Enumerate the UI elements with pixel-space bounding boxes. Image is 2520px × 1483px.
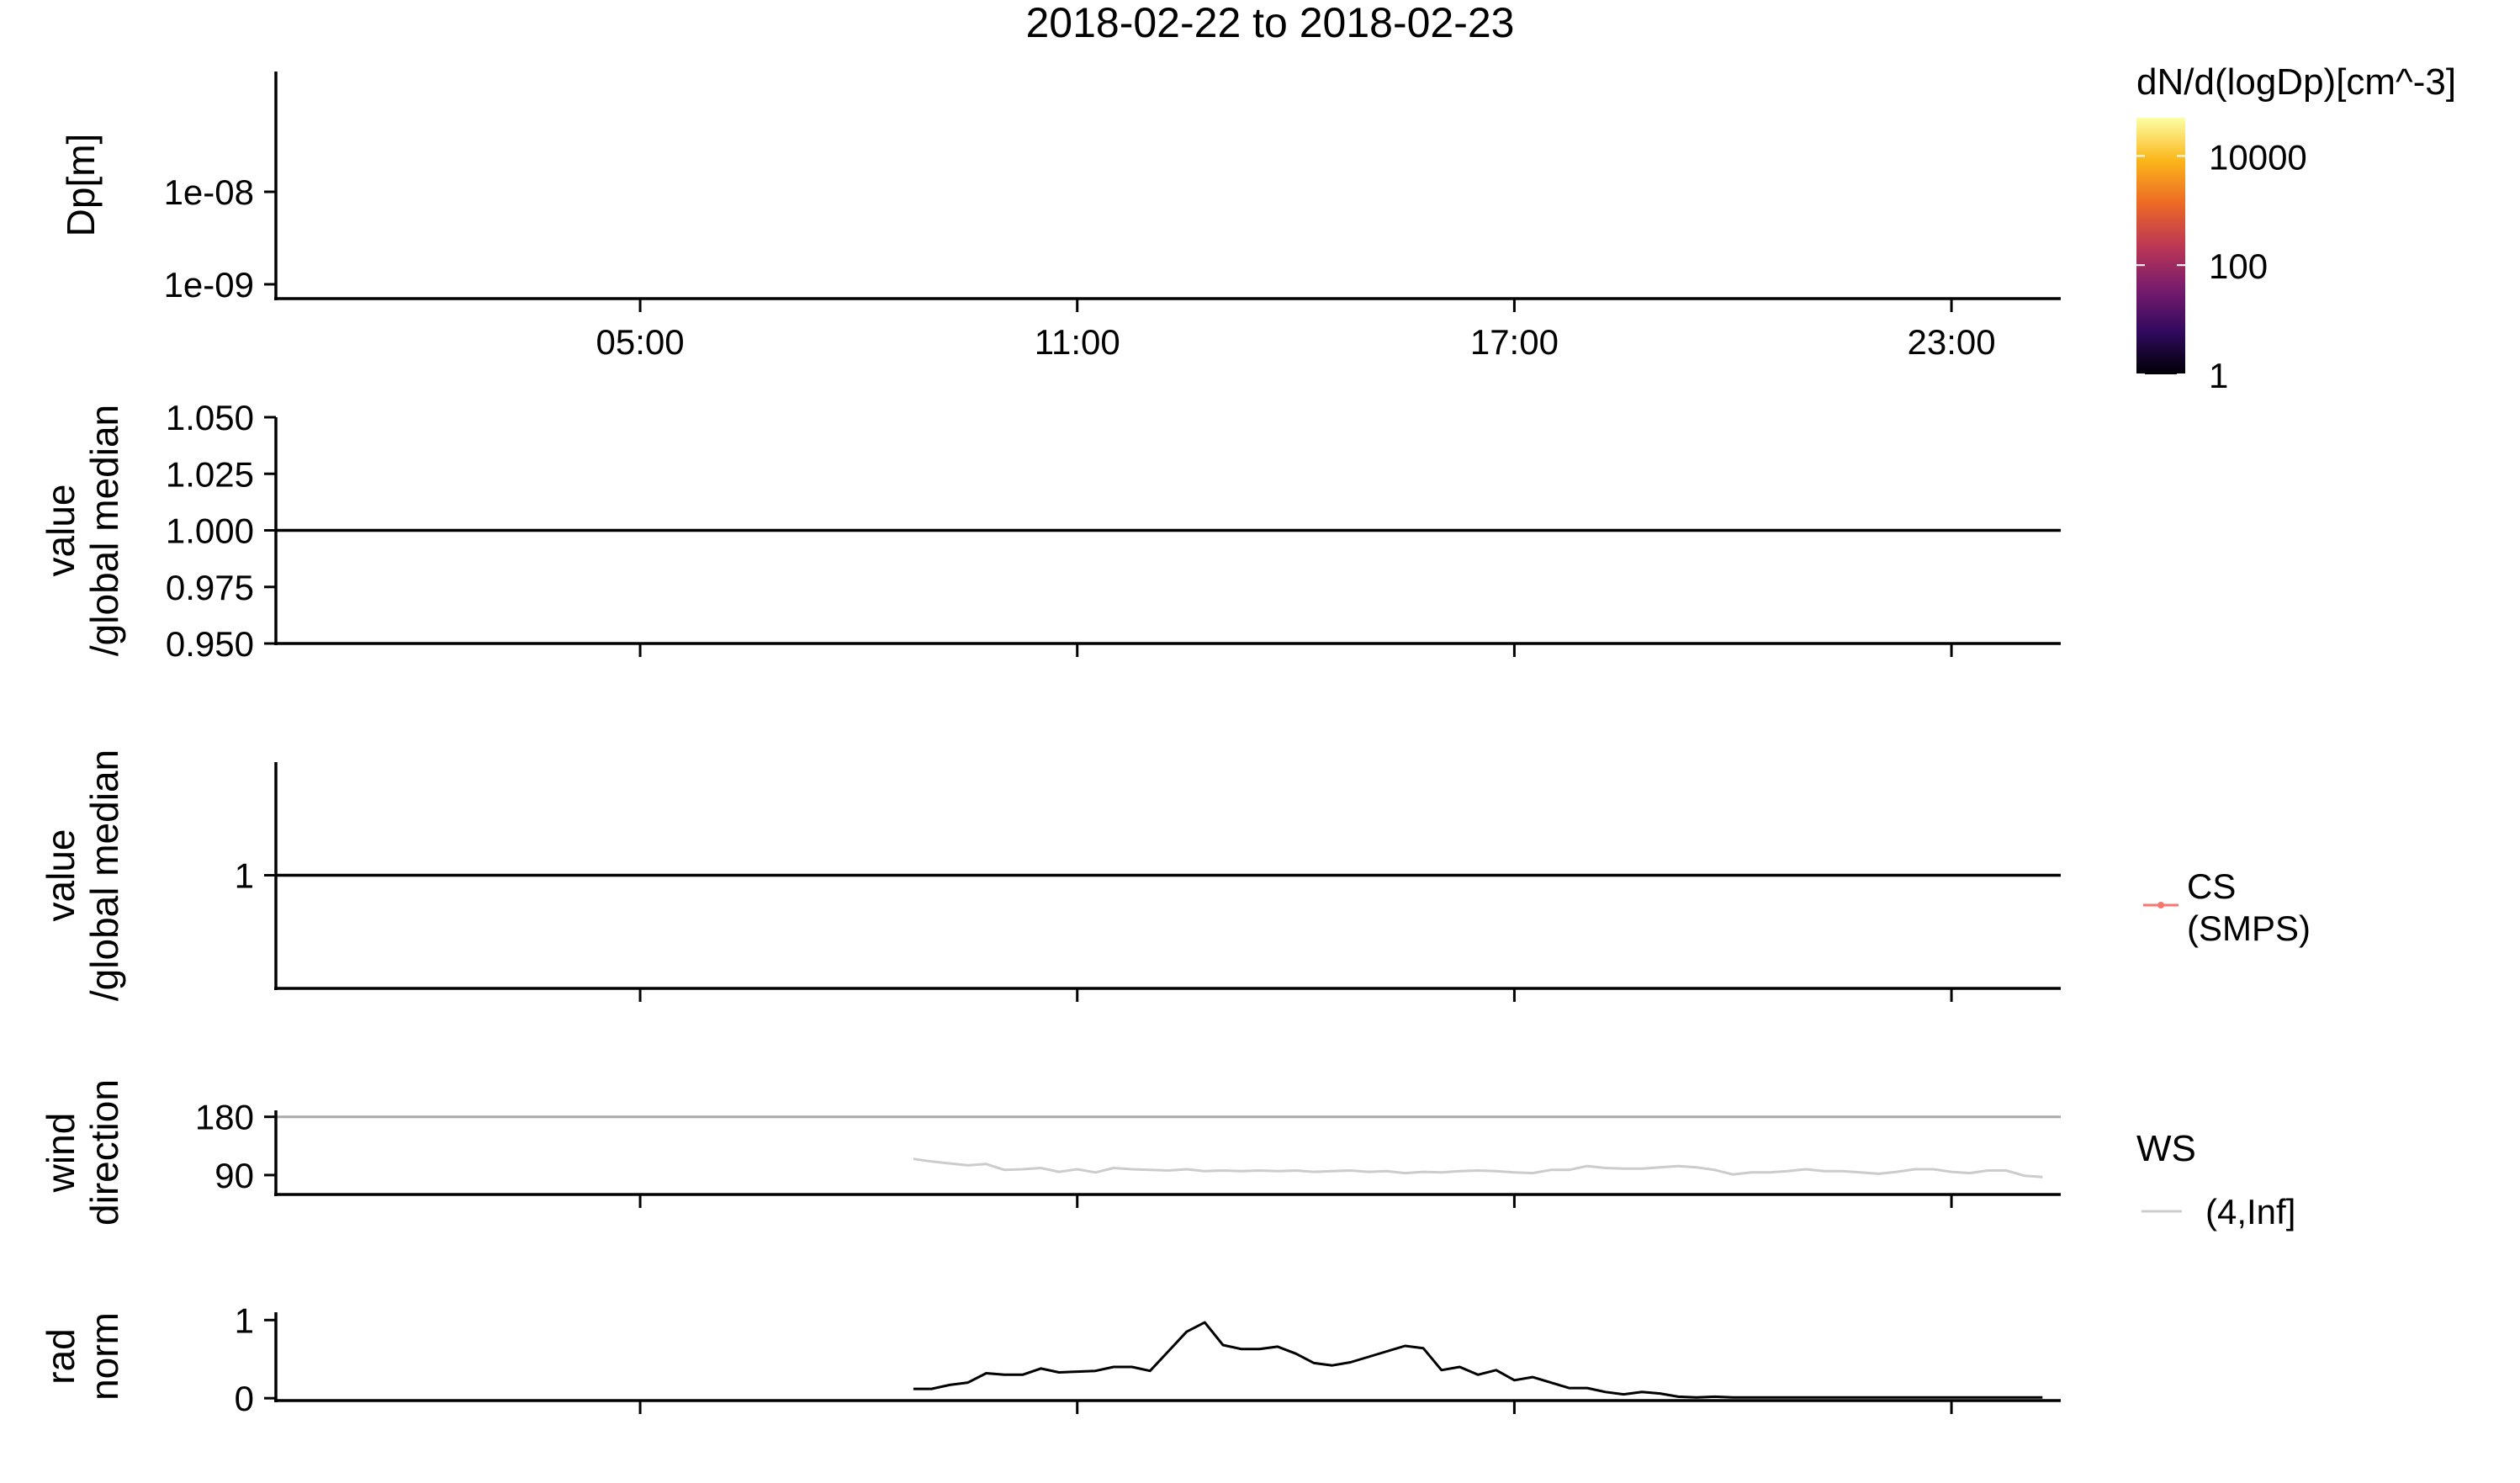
legend-label: (SMPS)	[2187, 908, 2311, 948]
y-tick-label: 0.950	[166, 624, 254, 664]
legends: CS(SMPS) WS(4,Inf]	[2136, 866, 2311, 1231]
panel-1: 05:00 11:00 17:00 23:00 1e-08 1e-09 Dp[m]	[59, 72, 2061, 362]
legend-label: CS	[2187, 866, 2236, 906]
y-axis-label: norm	[82, 1312, 126, 1401]
colorbar-tick-label: 10000	[2209, 137, 2307, 177]
y-axis-label: wind	[39, 1113, 82, 1194]
y-axis-label: rad	[39, 1328, 82, 1384]
colorbar: dN/d(logDp)[cm^-3] 10000 100 1	[2136, 61, 2456, 395]
y-axis-label: value	[39, 829, 82, 922]
y-axis-label: Dp[m]	[59, 134, 103, 237]
y-tick-label: 0.975	[166, 568, 254, 607]
y-tick-label: 0	[235, 1379, 254, 1418]
legend-swatch-point	[2157, 902, 2164, 908]
y-tick-label: 1e-08	[164, 172, 254, 212]
y-axis-label: value	[39, 485, 82, 577]
x-tick-label: 11:00	[1035, 322, 1120, 362]
y-tick-label: 1.025	[166, 454, 254, 494]
colorbar-tick-label: 100	[2209, 246, 2268, 286]
panel-3: 1 value/global median	[39, 749, 2061, 1002]
colorbar-gradient	[2136, 118, 2185, 374]
y-tick-label: 90	[214, 1156, 254, 1195]
y-tick-label: 1.050	[166, 398, 254, 437]
chart-title: 2018-02-22 to 2018-02-23	[1025, 0, 1514, 46]
x-tick-label: 05:00	[596, 322, 685, 362]
legend-label: (4,Inf]	[2205, 1192, 2295, 1231]
y-tick-label: 180	[195, 1098, 254, 1137]
x-tick-label: 23:00	[1908, 322, 1996, 362]
panel-4: 180 90 wind direction	[39, 1079, 2061, 1226]
x-tick-label: 17:00	[1470, 322, 1559, 362]
y-axis-label: /global median	[82, 749, 126, 1001]
y-tick-label: 1.000	[166, 511, 254, 551]
colorbar-title: dN/d(logDp)[cm^-3]	[2136, 61, 2456, 103]
panel-2: 1.050 1.025 1.000 0.975 0.950 value/global me…	[39, 398, 2061, 664]
panel-5: 1 0 rad norm	[39, 1300, 2061, 1418]
y-tick-label: 1	[235, 1300, 254, 1340]
series-line-1	[913, 1321, 2043, 1399]
y-axis-label: /global median	[82, 405, 126, 656]
y-tick-label: 1	[235, 856, 254, 896]
colorbar-tick-label: 1	[2209, 356, 2228, 395]
series-line-1	[913, 1157, 2043, 1178]
y-tick-label: 1e-09	[164, 265, 254, 305]
panels: 05:00 11:00 17:00 23:00 1e-08 1e-09 Dp[m] 1.050…	[39, 72, 2061, 1418]
legend-title: WS	[2136, 1128, 2196, 1169]
y-axis-label: direction	[82, 1079, 126, 1226]
